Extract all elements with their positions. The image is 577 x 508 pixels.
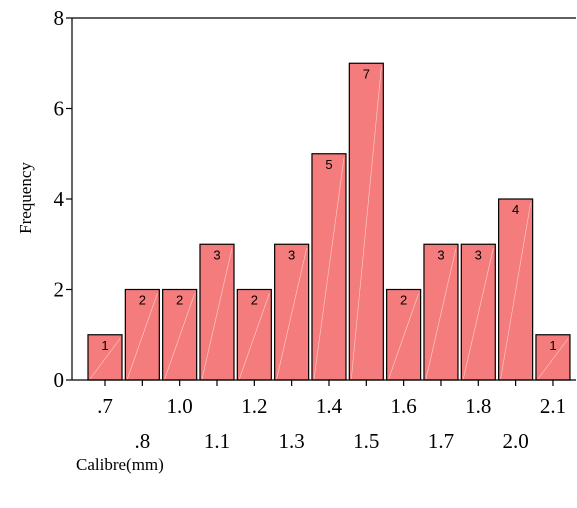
bar-value-label-1.1: 3 <box>213 247 220 262</box>
x-tick-label-1.5: 1.5 <box>353 429 379 453</box>
y-tick-label-0: 0 <box>54 368 65 392</box>
x-tick-label-2.0: 2.0 <box>503 429 529 453</box>
bar-1.1 <box>199 243 235 381</box>
x-tick-label-.8: .8 <box>134 429 150 453</box>
x-axis-title: Calibre(mm) <box>76 455 164 474</box>
bar-value-label-1.0: 2 <box>176 293 183 308</box>
bar-hatch-1.4 <box>313 157 345 380</box>
bar-value-label-1.3: 3 <box>288 247 295 262</box>
labels-layer: 1.72.821.031.121.231.351.471.521.631.731… <box>54 6 567 453</box>
bars-layer <box>87 62 571 381</box>
bar-value-label-1.2: 2 <box>251 293 258 308</box>
bar-value-label-.7: 1 <box>101 338 108 353</box>
y-tick-label-6: 6 <box>54 97 65 121</box>
bar-.7 <box>87 334 123 381</box>
x-tick-label-.7: .7 <box>97 394 113 418</box>
bar-hatch-1.0 <box>164 293 195 380</box>
bar-value-label-2.1: 1 <box>549 338 556 353</box>
y-axis-title: Frequency <box>16 162 35 234</box>
x-tick-label-1.1: 1.1 <box>204 429 230 453</box>
bar-hatch-.8 <box>127 293 158 380</box>
x-tick-label-1.2: 1.2 <box>241 394 267 418</box>
bar-hatch-2.0 <box>500 202 531 380</box>
bar-value-label-1.5: 7 <box>363 66 370 81</box>
y-tick-label-8: 8 <box>54 6 65 30</box>
bar-value-label-.8: 2 <box>139 293 146 308</box>
bar-hatch-1.3 <box>276 248 307 380</box>
bar-value-label-1.4: 5 <box>325 157 332 172</box>
bar-value-label-1.7: 3 <box>437 247 444 262</box>
bar-value-label-1.8: 3 <box>475 247 482 262</box>
bar-1.3 <box>274 243 310 381</box>
x-tick-label-1.8: 1.8 <box>465 394 491 418</box>
bar-value-label-1.6: 2 <box>400 293 407 308</box>
x-tick-label-1.7: 1.7 <box>428 429 454 453</box>
bar-2.1 <box>535 334 571 381</box>
x-tick-label-1.6: 1.6 <box>391 394 417 418</box>
bar-hatch-1.7 <box>425 248 457 380</box>
bar-hatch-1.2 <box>239 293 270 380</box>
axes-layer <box>66 17 576 386</box>
bar-hatch-.7 <box>89 338 121 380</box>
bar-hatch-1.8 <box>463 248 494 380</box>
x-tick-label-1.4: 1.4 <box>316 394 343 418</box>
bar-hatch-1.6 <box>388 293 419 380</box>
bar-1.8 <box>460 243 496 381</box>
bar-1.7 <box>423 243 459 381</box>
y-tick-label-4: 4 <box>54 187 65 211</box>
x-tick-label-1.3: 1.3 <box>279 429 305 453</box>
x-tick-label-2.1: 2.1 <box>540 394 566 418</box>
bar-value-label-2.0: 4 <box>512 202 519 217</box>
bar-hatch-1.1 <box>201 248 233 380</box>
bar-hatch-1.5 <box>351 67 382 380</box>
x-tick-label-1.0: 1.0 <box>167 394 193 418</box>
y-tick-label-2: 2 <box>54 278 65 302</box>
bar-hatch-2.1 <box>537 338 569 380</box>
